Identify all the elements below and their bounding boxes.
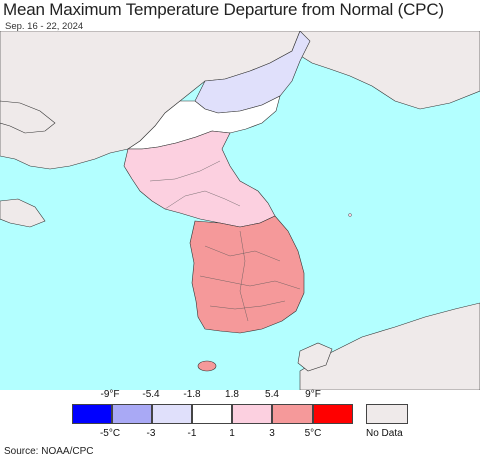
legend-tick-c: 3 (269, 428, 275, 439)
japan-kyushu-land (297, 342, 333, 372)
legend-tick-c: -1 (187, 428, 197, 439)
legend-no-data-swatch (366, 404, 408, 424)
province-boundaries (149, 160, 301, 322)
south-korea-warm-zone (189, 215, 305, 334)
legend-no-data-label: No Data (366, 428, 403, 439)
legend-swatch (192, 404, 232, 424)
legend-swatch (272, 404, 313, 424)
legend: -9°F -5.4 -1.8 1.8 5.4 9°F -5°C -3 -1 1 … (0, 388, 480, 440)
legend-tick-f: -9°F (100, 389, 120, 400)
date-range: Sep. 16 - 22, 2024 (5, 21, 84, 32)
legend-tick-c: -3 (146, 428, 156, 439)
legend-tick-f: -5.4 (142, 389, 160, 400)
russia-land (295, 31, 480, 110)
ulleung-island (348, 213, 352, 217)
north-korea-warm-zone (123, 130, 276, 228)
legend-swatch (152, 404, 192, 424)
legend-swatch (313, 404, 353, 424)
legend-swatch (72, 404, 112, 424)
legend-swatch (112, 404, 152, 424)
legend-tick-c: 5°C (304, 428, 322, 439)
source-credit: Source: NOAA/CPC (4, 446, 94, 457)
china-shandong-land (0, 198, 46, 228)
legend-swatch (232, 404, 272, 424)
legend-tick-f: -1.8 (183, 389, 201, 400)
china-liaodong-land (0, 100, 56, 134)
japan-land (299, 302, 480, 390)
legend-tick-f: 9°F (305, 389, 321, 400)
temperature-departure-map (0, 31, 480, 390)
jeju-island (197, 360, 217, 372)
legend-tick-c: -5°C (99, 428, 121, 439)
legend-tick-f: 5.4 (265, 389, 279, 400)
legend-tick-c: 1 (229, 428, 235, 439)
legend-tick-f: 1.8 (225, 389, 239, 400)
map-title: Mean Maximum Temperature Departure from … (3, 0, 444, 19)
